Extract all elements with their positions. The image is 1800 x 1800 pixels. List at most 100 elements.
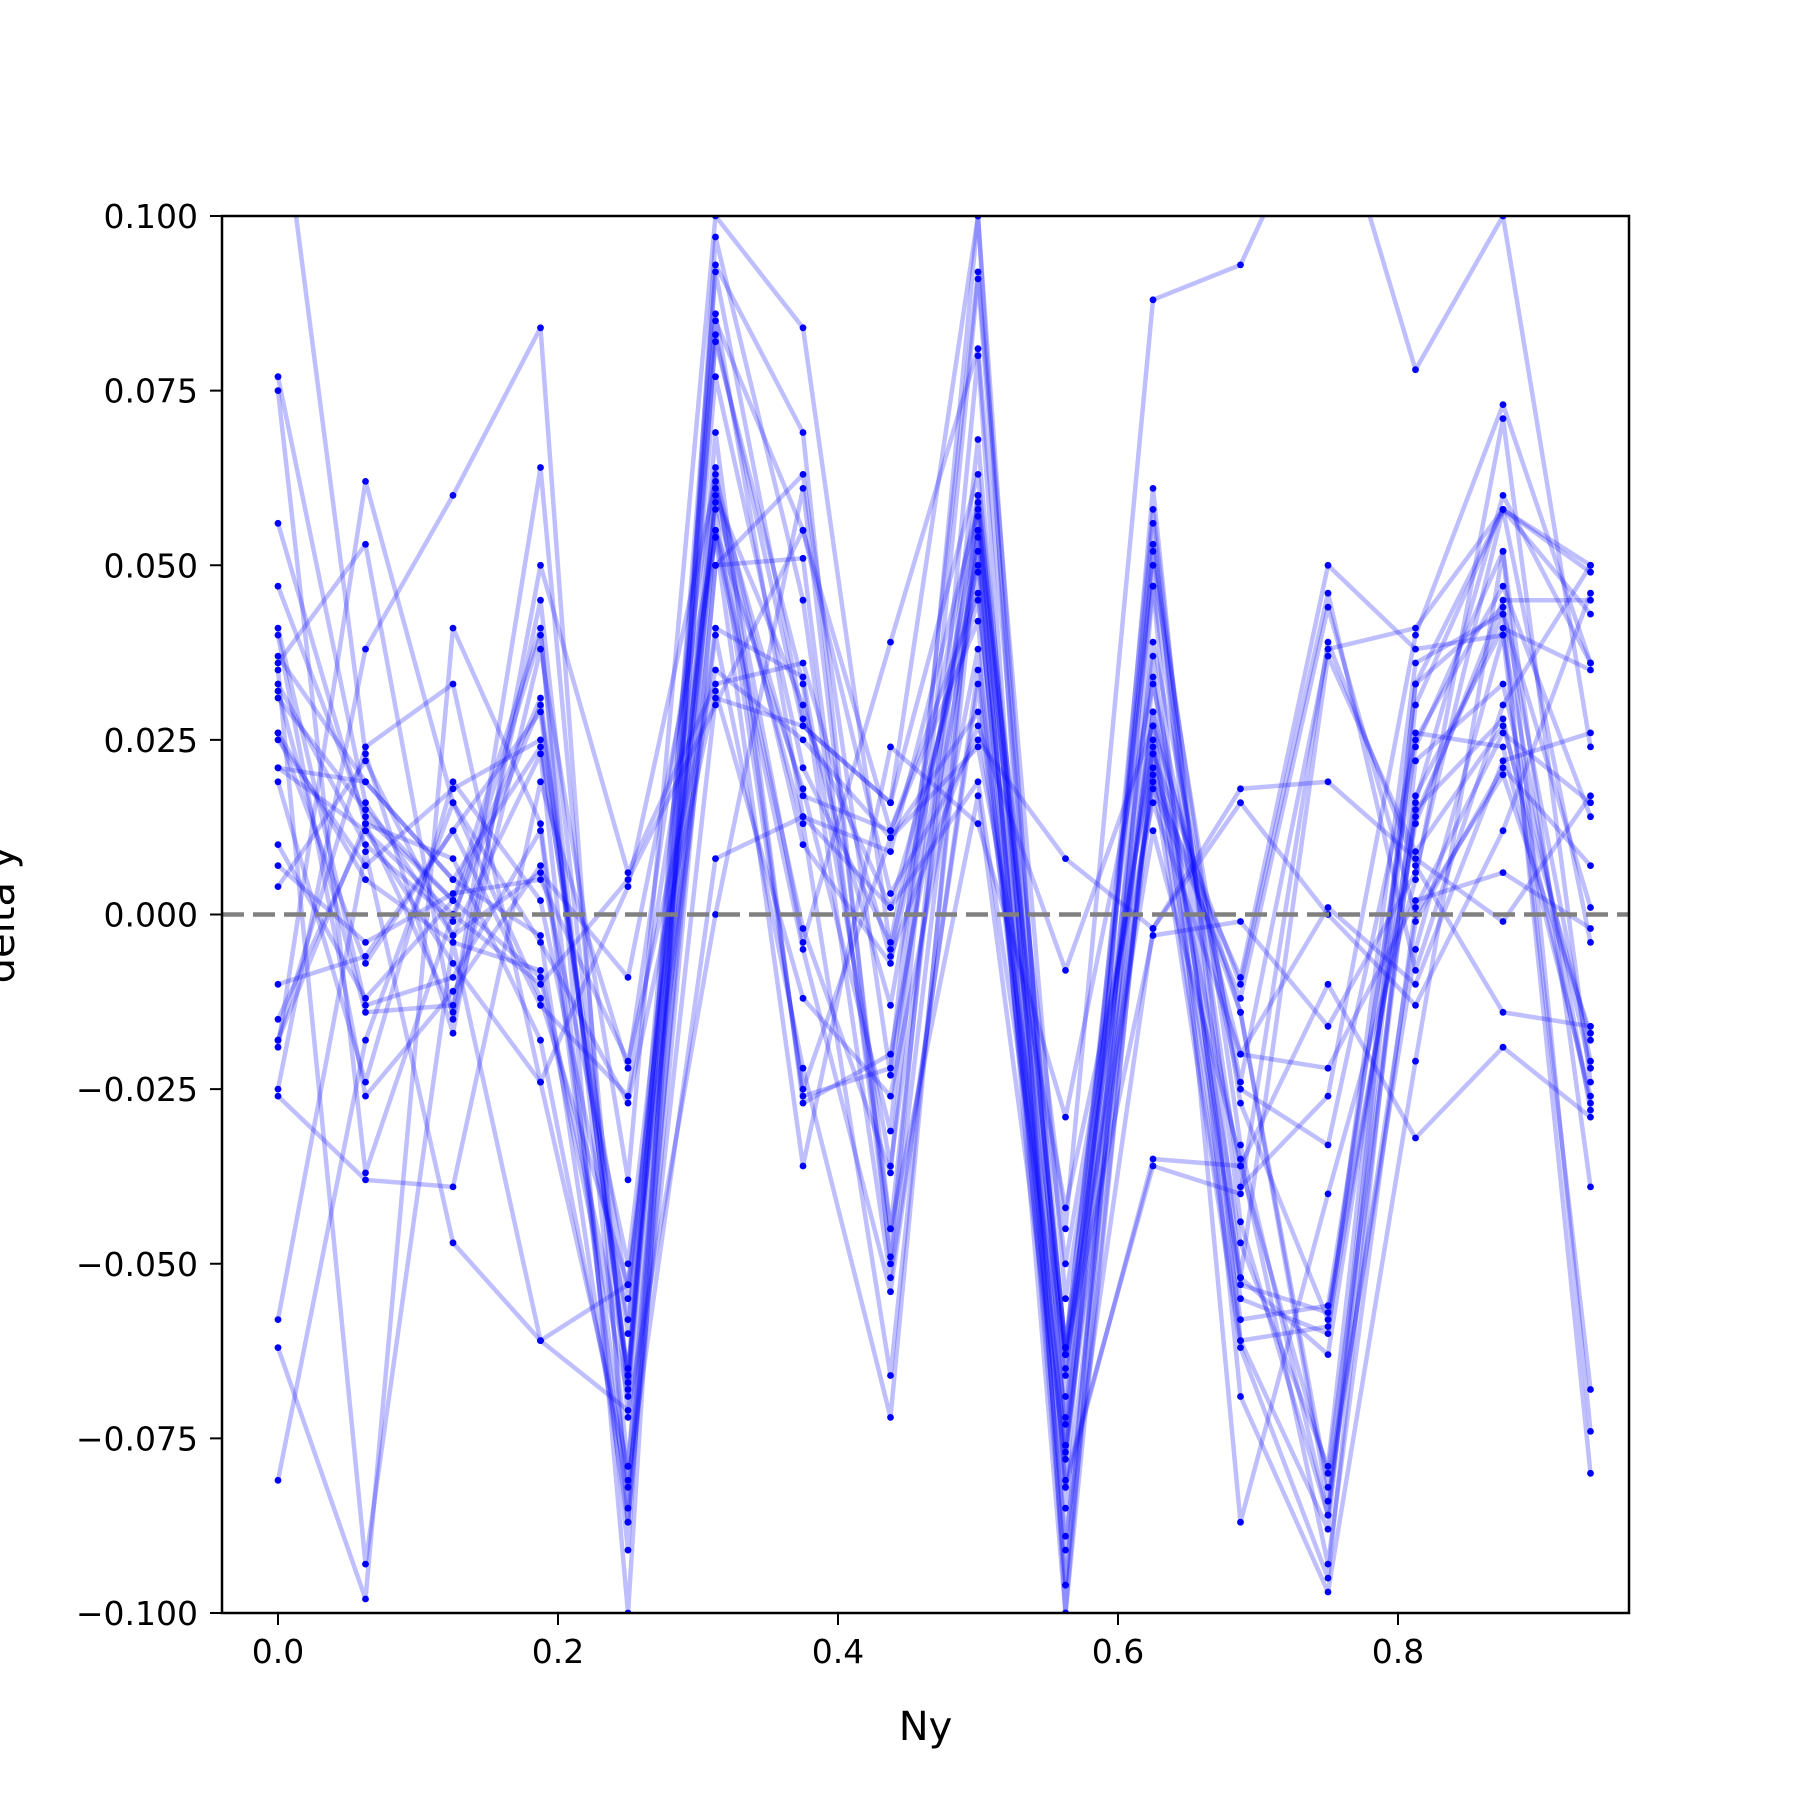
data-point (1062, 1225, 1069, 1233)
y-tick-label: 0.000 (104, 896, 198, 935)
data-point (1412, 366, 1419, 374)
data-point (449, 1001, 457, 1009)
data-point (799, 554, 807, 562)
data-point (1149, 1155, 1157, 1163)
data-point (1237, 1162, 1244, 1170)
series-line-7 (276, 216, 1593, 1267)
data-point (274, 736, 282, 744)
data-point (712, 485, 719, 492)
data-point (712, 492, 719, 499)
data-point (1499, 603, 1507, 611)
data-point (799, 596, 807, 604)
data-point (362, 1595, 369, 1603)
data-point (974, 492, 982, 499)
series-line-21 (275, 216, 1593, 1343)
data-point (1149, 827, 1157, 835)
data-point (712, 561, 719, 569)
data-point (799, 526, 807, 534)
data-point (537, 778, 544, 786)
data-point (624, 1393, 632, 1400)
data-point (974, 526, 982, 534)
data-point (1062, 855, 1069, 862)
data-point (712, 631, 719, 639)
data-point (1149, 638, 1157, 646)
data-point (712, 687, 719, 695)
data-point (1587, 1029, 1594, 1037)
data-point (1237, 1316, 1244, 1323)
data-point (1062, 1455, 1069, 1463)
data-point (1587, 792, 1594, 800)
data-point (449, 492, 457, 499)
data-point (974, 352, 982, 360)
data-point (1324, 1302, 1332, 1310)
data-point (624, 1260, 632, 1268)
data-point (799, 764, 807, 772)
data-point (887, 1169, 894, 1177)
series-line-32 (276, 339, 1593, 1581)
data-point (1412, 792, 1419, 800)
data-point (1062, 1344, 1069, 1351)
data-point (1237, 1239, 1244, 1247)
data-point (1237, 1085, 1244, 1093)
data-point (1324, 589, 1332, 597)
data-point (1587, 925, 1594, 932)
x-tick-label: 0.0 (252, 1632, 304, 1671)
data-point (1499, 631, 1507, 639)
data-point (362, 820, 369, 828)
data-point (1324, 1022, 1332, 1030)
data-point (887, 834, 894, 842)
data-point (1499, 869, 1507, 876)
data-point (1412, 876, 1419, 883)
data-point (1149, 925, 1157, 932)
data-point (1412, 813, 1419, 821)
data-point (1237, 1078, 1244, 1086)
data-point (1412, 645, 1419, 653)
data-point (1412, 869, 1419, 876)
data-point (887, 848, 894, 855)
data-point (362, 827, 369, 835)
data-point (1499, 596, 1507, 604)
data-point (1499, 624, 1507, 632)
data-point (1062, 1260, 1069, 1268)
data-point (449, 1008, 457, 1016)
data-point (537, 974, 544, 981)
data-point (1324, 1560, 1332, 1568)
data-point (974, 436, 982, 443)
series-line-25 (275, 486, 1593, 1567)
series-line-10 (275, 493, 1593, 1518)
data-point (887, 799, 894, 807)
data-point (974, 820, 982, 828)
data-point (274, 1476, 282, 1484)
data-point (1149, 708, 1157, 716)
data-point (712, 233, 719, 241)
y-tick-label: 0.100 (104, 197, 198, 236)
data-point (887, 1414, 894, 1421)
data-point (1587, 799, 1594, 807)
data-point (537, 708, 544, 716)
x-axis-label: Ny (899, 1704, 953, 1750)
series-line-14 (276, 667, 1592, 1211)
data-point (1587, 813, 1594, 821)
data-point (274, 1085, 282, 1093)
data-point (712, 680, 719, 688)
data-point (1324, 1064, 1332, 1072)
data-point (1587, 1099, 1594, 1107)
data-point (1324, 1190, 1332, 1198)
data-point (274, 387, 282, 394)
data-point (799, 485, 807, 492)
data-point (1587, 1092, 1594, 1100)
data-point (1587, 666, 1594, 674)
data-point (974, 506, 982, 513)
data-point (362, 862, 369, 869)
data-point (799, 673, 807, 681)
data-point (362, 1092, 369, 1100)
data-point (1499, 415, 1507, 422)
data-point (1237, 1183, 1244, 1191)
data-point (1324, 1525, 1332, 1533)
data-point (1062, 1372, 1069, 1379)
data-point (537, 932, 544, 939)
data-point (362, 478, 369, 485)
data-point (1237, 994, 1244, 1002)
data-point (1149, 778, 1157, 786)
data-point (1324, 1588, 1332, 1596)
